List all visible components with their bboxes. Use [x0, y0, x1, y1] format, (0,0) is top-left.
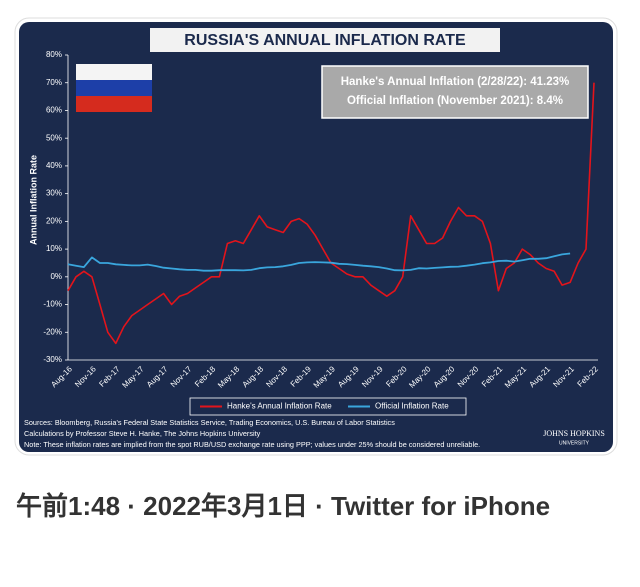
- y-tick-label: 70%: [46, 78, 62, 87]
- flag: [76, 64, 152, 112]
- y-tick-label: -30%: [43, 355, 62, 364]
- title-bar: [150, 28, 500, 52]
- y-tick-label: 80%: [46, 50, 62, 59]
- chart-title: RUSSIA'S ANNUAL INFLATION RATE: [184, 32, 466, 49]
- legend-box: [189, 397, 467, 416]
- legend-label: Hanke's Annual Inflation Rate: [227, 402, 332, 411]
- series-line: [67, 252, 571, 272]
- y-tick-label: 10%: [46, 244, 62, 253]
- legend-label: Official Inflation Rate: [375, 402, 449, 411]
- chart: RUSSIA'S ANNUAL INFLATION RATE Annual In…: [14, 17, 618, 456]
- logo: JOHNS HOPKINS: [543, 429, 605, 438]
- annotation: Hanke's Annual Inflation (2/28/22): 41.2…: [341, 76, 570, 88]
- y-tick-label: 0%: [50, 272, 62, 281]
- y-axis-label: Annual Inflation Rate: [28, 155, 38, 245]
- y-tick-label: 30%: [46, 189, 62, 198]
- y-tick-label: -10%: [43, 300, 62, 309]
- source-note: Note: These inflation rates are implied …: [24, 440, 480, 449]
- y-tick-label: -20%: [43, 327, 62, 336]
- y-tick-label: 20%: [46, 216, 62, 225]
- source-note: Calculations by Professor Steve H. Hanke…: [24, 429, 261, 438]
- annotation: Official Inflation (November 2021): 8.4%: [347, 95, 563, 107]
- y-tick-label: 60%: [46, 106, 62, 115]
- y-tick-label: 50%: [46, 133, 62, 142]
- logo: UNIVERSITY: [559, 440, 590, 446]
- annotation-box: [321, 65, 589, 119]
- y-tick-label: 40%: [46, 161, 62, 170]
- source-note: Sources: Bloomberg, Russia's Federal Sta…: [24, 418, 395, 427]
- tweet-footer: 午前1:48 · 2022年3月1日 · Twitter for iPhone: [16, 491, 551, 521]
